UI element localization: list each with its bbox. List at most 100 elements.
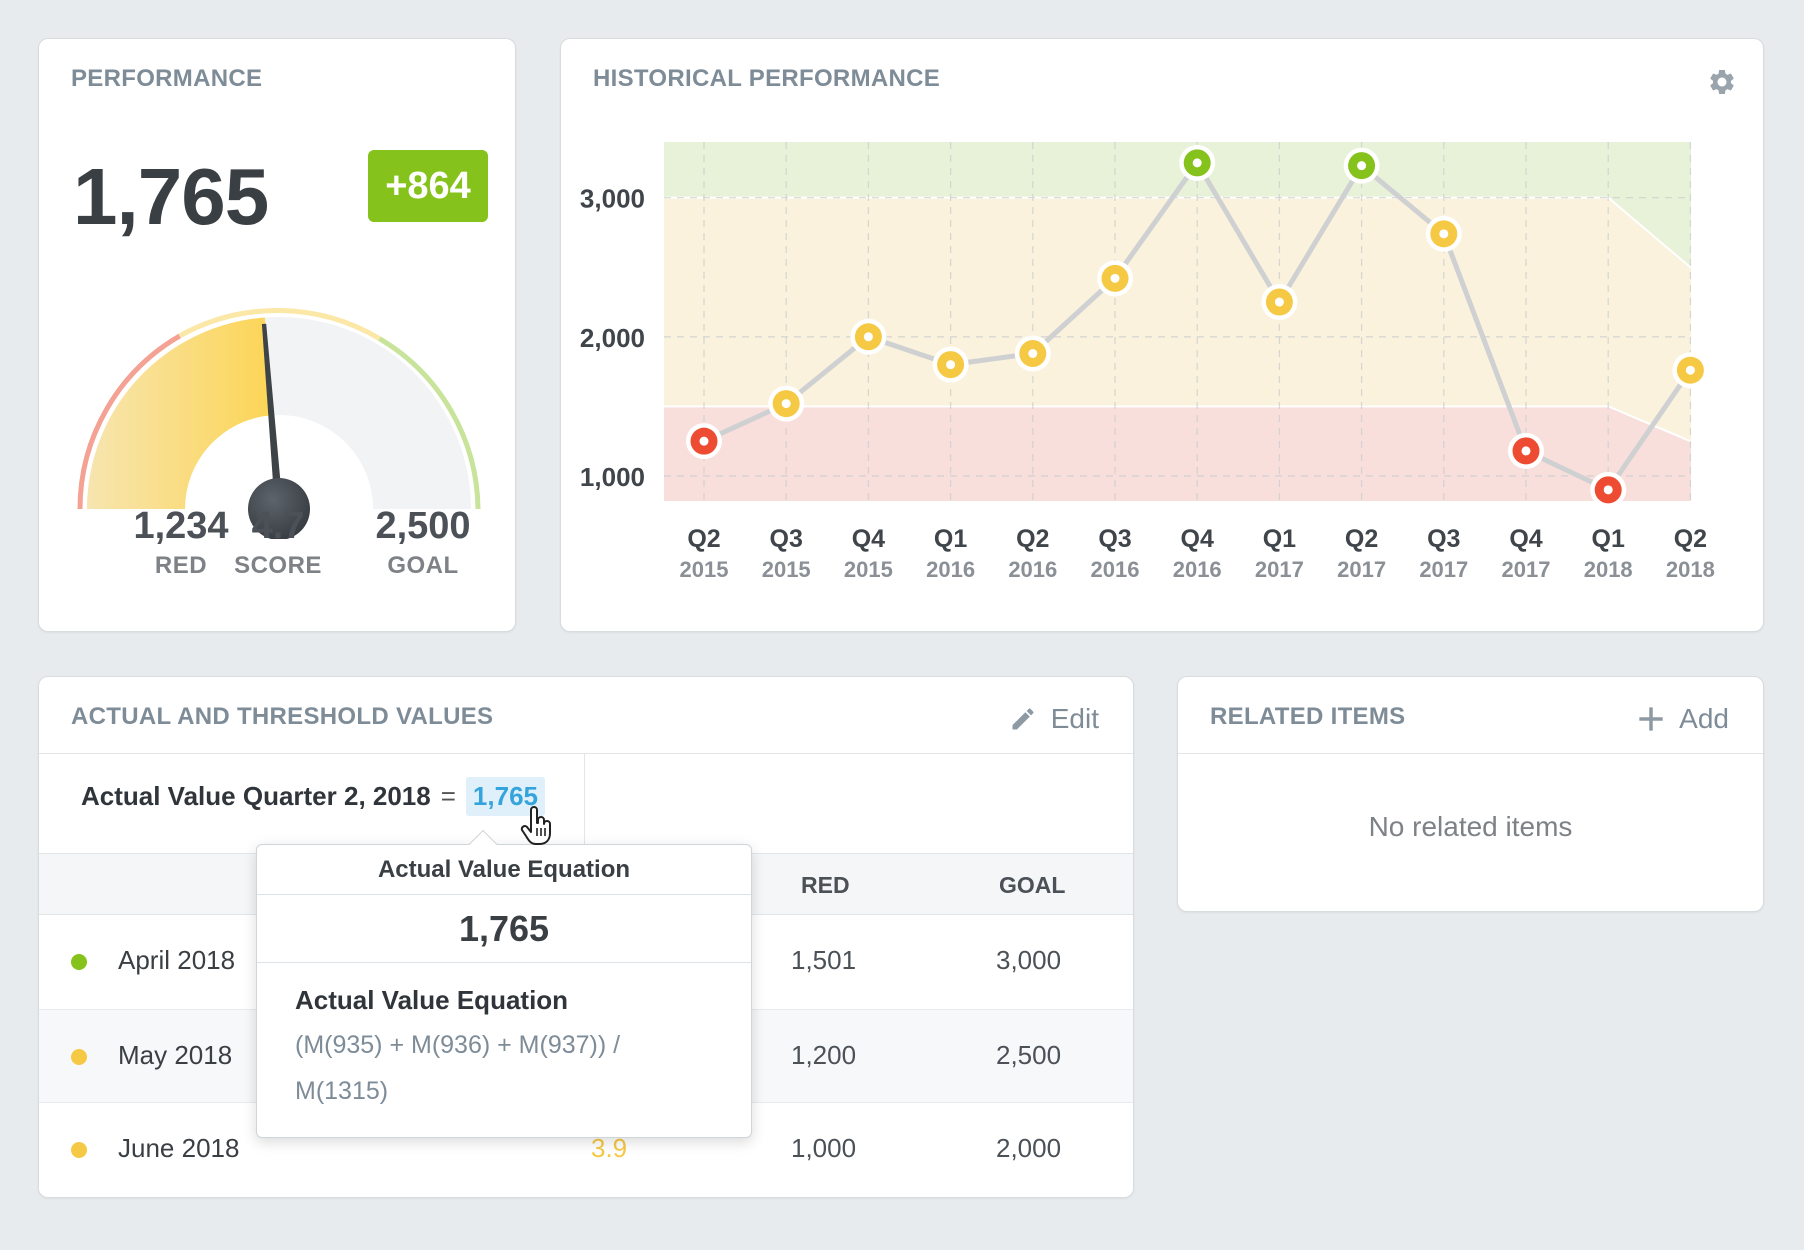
y-tick-label: 3,000 <box>580 184 645 214</box>
x-tick-year: 2015 <box>680 557 729 582</box>
gear-icon[interactable] <box>1707 67 1737 97</box>
column-goal[interactable]: GOAL <box>999 872 1066 898</box>
actual-threshold-card: ACTUAL AND THRESHOLD VALUES Edit Actual … <box>38 676 1134 1198</box>
related-empty-text: No related items <box>1368 811 1573 842</box>
x-tick-quarter: Q2 <box>1016 525 1049 553</box>
data-point-center <box>1192 158 1202 168</box>
x-tick-year: 2017 <box>1502 557 1551 582</box>
gauge-needle <box>261 323 283 510</box>
x-tick-year: 2017 <box>1255 557 1304 582</box>
x-tick-quarter: Q2 <box>687 525 720 553</box>
header-divider <box>39 753 1133 754</box>
x-tick-year: 2015 <box>762 557 811 582</box>
performance-value: 1,765 <box>73 152 269 241</box>
x-tick-year: 2018 <box>1666 557 1715 582</box>
add-related-button[interactable]: Add <box>1637 703 1729 735</box>
x-tick-year: 2016 <box>926 557 975 582</box>
x-tick-quarter: Q4 <box>852 525 885 553</box>
red-value: 1,234 <box>133 505 229 547</box>
tooltip-subheading: Actual Value Equation <box>295 985 569 1015</box>
gauge-score-stat: 4.7 SCORE <box>188 505 368 580</box>
status-dot-green <box>71 954 87 970</box>
x-tick-quarter: Q1 <box>1592 525 1625 553</box>
row-goal: 2,000 <box>996 1133 1062 1163</box>
x-tick-quarter: Q4 <box>1181 525 1214 553</box>
x-tick-quarter: Q2 <box>1345 525 1378 553</box>
x-tick-quarter: Q3 <box>1098 525 1131 553</box>
x-tick-quarter: Q4 <box>1509 525 1542 553</box>
data-point-center <box>781 399 791 409</box>
x-tick-quarter: Q3 <box>770 525 803 553</box>
performance-gauge <box>77 308 481 539</box>
x-tick-year: 2016 <box>1173 557 1222 582</box>
data-point-center <box>1603 485 1613 495</box>
data-point-center <box>1274 297 1284 307</box>
gauge-rim-green <box>378 336 481 510</box>
score-value: 4.7 <box>251 505 305 547</box>
x-tick-year: 2018 <box>1584 557 1633 582</box>
x-tick-year: 2015 <box>844 557 893 582</box>
red-band <box>664 406 1691 501</box>
equation-label: Actual Value Quarter 2, 2018 <box>81 781 431 811</box>
hand-cursor-icon <box>520 806 551 845</box>
row-goal: 2,500 <box>996 1040 1062 1070</box>
equation-tooltip: Actual Value Equation 1,765 Actual Value… <box>256 829 752 1138</box>
x-tick-quarter: Q1 <box>934 525 967 553</box>
gauge-rim-red <box>77 333 181 510</box>
row-month: May 2018 <box>118 1040 233 1070</box>
data-point-center <box>699 436 709 446</box>
performance-title: PERFORMANCE <box>71 65 263 92</box>
y-tick-label: 1,000 <box>580 462 645 492</box>
row-red: 1,000 <box>791 1133 857 1163</box>
x-tick-year: 2017 <box>1419 557 1468 582</box>
x-tick-year: 2016 <box>1091 557 1140 582</box>
data-point-center <box>1028 349 1038 359</box>
related-header-divider <box>1178 753 1763 754</box>
x-tick-quarter: Q1 <box>1263 525 1296 553</box>
x-tick-year: 2017 <box>1337 557 1386 582</box>
row-goal: 3,000 <box>996 945 1062 975</box>
column-red[interactable]: RED <box>801 872 850 898</box>
data-point-center <box>1110 273 1120 283</box>
green-band <box>664 142 1691 268</box>
y-tick-label: 2,000 <box>580 323 645 353</box>
data-point-center <box>863 332 873 342</box>
data-point-center <box>946 360 956 370</box>
gauge-hub <box>248 478 310 539</box>
equation-row: Actual Value Quarter 2, 2018 = 1,765 <box>81 777 545 816</box>
row-month: June 2018 <box>118 1133 240 1163</box>
tooltip-value: 1,765 <box>257 895 751 963</box>
gauge-goal-stat: 2,500 GOAL <box>333 505 513 580</box>
tooltip-header: Actual Value Equation <box>257 845 751 895</box>
red-label: RED <box>154 552 208 579</box>
edit-label: Edit <box>1050 703 1099 734</box>
gauge-rim-yellow <box>178 308 381 341</box>
delta-badge: +864 <box>368 150 488 222</box>
data-point-center <box>1439 229 1449 239</box>
pencil-icon <box>1012 708 1034 730</box>
yellow-band <box>664 197 1691 442</box>
row-score: 3.9 <box>591 1133 628 1163</box>
gauge-red-stat: 1,234 RED <box>91 505 271 580</box>
historical-chart: 1,000 2,000 3,000 Q2 2015 Q3 2015 Q4 2015 Q1 2016 Q… <box>580 142 1715 582</box>
plus-icon <box>1639 707 1663 731</box>
row-red: 1,200 <box>791 1040 857 1070</box>
edit-button[interactable]: Edit <box>1009 703 1099 735</box>
status-dot-yellow <box>71 1142 87 1158</box>
tooltip-formula-line2: M(1315) <box>295 1077 389 1105</box>
x-tick-quarter: Q3 <box>1427 525 1460 553</box>
data-point-center <box>1521 446 1531 456</box>
equation-cell-divider <box>584 753 585 853</box>
related-items-card: RELATED ITEMS Add No related items <box>1177 676 1764 912</box>
score-label: SCORE <box>234 552 322 579</box>
status-dot-yellow <box>71 1049 87 1065</box>
related-items-title: RELATED ITEMS <box>1210 703 1406 730</box>
gauge-fill <box>87 317 272 509</box>
performance-card: PERFORMANCE 1,765 +864 1,234 RED 4.7 <box>38 38 516 632</box>
x-tick-quarter: Q2 <box>1674 525 1707 553</box>
row-month: April 2018 <box>118 945 236 975</box>
x-tick-year: 2016 <box>1008 557 1057 582</box>
row-red: 1,501 <box>791 945 857 975</box>
goal-value: 2,500 <box>375 505 471 547</box>
historical-title: HISTORICAL PERFORMANCE <box>593 65 941 92</box>
